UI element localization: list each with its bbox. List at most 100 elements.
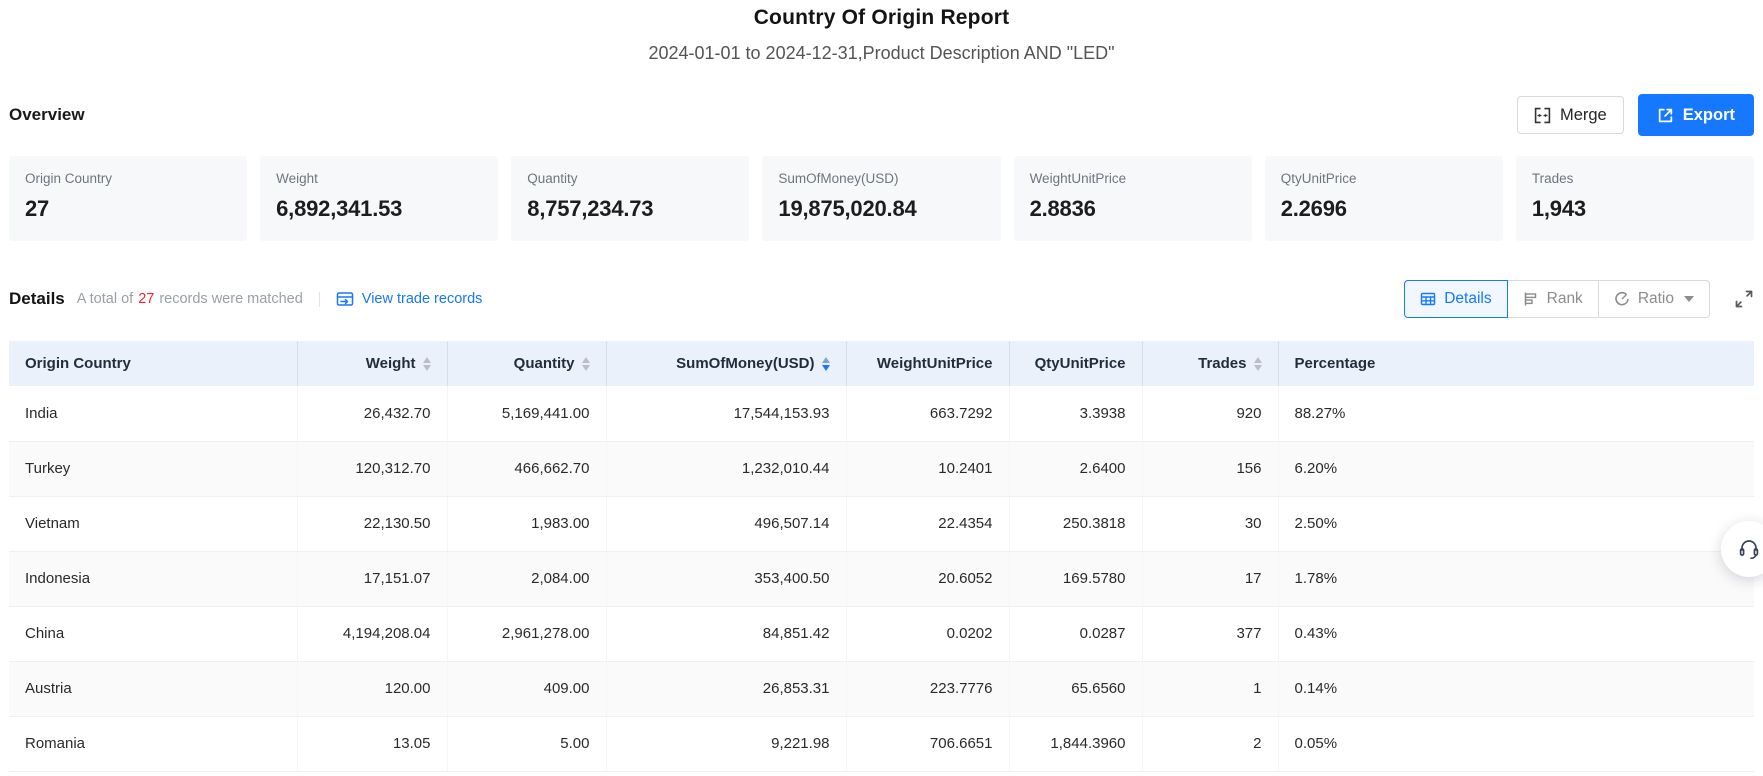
column-header-label: Weight (365, 355, 416, 372)
stat-card: Weight 6,892,341.53 (260, 156, 499, 241)
cell-quantity: 2,961,278.00 (447, 606, 607, 662)
column-header-trades[interactable]: Trades (1142, 341, 1279, 386)
cell-qtyunitprice: 0.0287 (1009, 606, 1143, 662)
cell-origin-country: Romania (9, 716, 298, 772)
column-header-label: SumOfMoney(USD) (676, 355, 815, 372)
cell-sumofmoney-usd: 9,221.98 (606, 716, 847, 772)
report-filter-subtitle: 2024-01-01 to 2024-12-31,Product Descrip… (648, 43, 1115, 63)
cell-quantity: 2,084.00 (447, 551, 607, 607)
page-title: Country Of Origin Report (753, 6, 1010, 29)
cell-weight: 120.00 (297, 661, 448, 717)
column-header-label: Origin Country (25, 355, 131, 372)
details-toolbar-right: Details Rank (1404, 280, 1754, 318)
table-row-indonesia: Indonesia 17,151.07 2,084.00 353,400.50 20.6… (9, 551, 1754, 607)
table-row-india: India 26,432.70 5,169,441.00 17,544,153.93 6… (9, 386, 1754, 442)
cell-origin-country: India (9, 386, 298, 442)
cell-weightunitprice: 0.0202 (846, 606, 1010, 662)
sort-carets-icon (821, 356, 830, 371)
table-grid-icon (1420, 291, 1436, 307)
stat-card-value: 2.2696 (1280, 196, 1347, 221)
cell-weight: 120,312.70 (297, 441, 448, 497)
overview-actions: Merge Export (1516, 94, 1754, 136)
cell-weight: 22,130.50 (297, 496, 448, 552)
tab-ratio-label: Ratio (1637, 290, 1674, 307)
sort-carets-icon (422, 356, 431, 371)
table-row-austria: Austria 120.00 409.00 26,853.31 223.7776 65.6… (9, 661, 1754, 717)
cell-percentage: 88.27% (1278, 386, 1754, 442)
export-button[interactable]: Export (1637, 94, 1754, 136)
cell-sumofmoney-usd: 17,544,153.93 (606, 386, 847, 442)
details-toolbar: Details A total of 27 records were matched… (9, 280, 1754, 318)
column-header-label: QtyUnitPrice (1034, 355, 1126, 372)
stat-card-label: WeightUnitPrice (1029, 171, 1127, 186)
cell-trades: 377 (1142, 606, 1279, 662)
stat-card: Quantity 8,757,234.73 (511, 156, 750, 241)
details-section-label: Details (9, 289, 65, 308)
column-header-weightunitprice: WeightUnitPrice (846, 341, 1010, 386)
cell-trades: 1 (1142, 661, 1279, 717)
table-row-vietnam: Vietnam 22,130.50 1,983.00 496,507.14 22.435… (9, 496, 1754, 552)
sort-carets-icon (581, 356, 590, 371)
divider (318, 291, 320, 307)
chevron-down-icon (1684, 296, 1694, 302)
stat-card-value: 27 (25, 196, 50, 221)
cell-percentage: 0.05% (1278, 716, 1754, 772)
cell-quantity: 466,662.70 (447, 441, 607, 497)
cell-sumofmoney-usd: 26,853.31 (606, 661, 847, 717)
ratio-pie-icon (1614, 291, 1630, 307)
cell-origin-country: Indonesia (9, 551, 298, 607)
cell-percentage: 6.20% (1278, 441, 1754, 497)
records-matched-count: 27 (138, 291, 155, 307)
cell-weightunitprice: 223.7776 (846, 661, 1010, 717)
cell-percentage: 1.78% (1278, 551, 1754, 607)
cell-trades: 920 (1142, 386, 1279, 442)
cell-quantity: 1,983.00 (447, 496, 607, 552)
cell-sumofmoney-usd: 84,851.42 (606, 606, 847, 662)
cell-sumofmoney-usd: 1,232,010.44 (606, 441, 847, 497)
stat-card: SumOfMoney(USD) 19,875,020.84 (762, 156, 1001, 241)
overview-bar: Overview Merge Export (9, 94, 1754, 136)
trade-records-icon (336, 290, 354, 308)
merge-button-label: Merge (1559, 105, 1607, 124)
overview-stat-cards: Origin Country 27 Weight 6,892,341.53 Quanti… (9, 156, 1754, 241)
column-header-quantity[interactable]: Quantity (447, 341, 607, 386)
column-header-origin-country: Origin Country (9, 341, 298, 386)
details-toolbar-left: Details A total of 27 records were matched… (9, 289, 482, 309)
column-header-sumofmoney-usd[interactable]: SumOfMoney(USD) (606, 341, 847, 386)
column-header-qtyunitprice: QtyUnitPrice (1009, 341, 1143, 386)
export-icon (1657, 107, 1674, 124)
stat-card-label: QtyUnitPrice (1280, 171, 1357, 186)
column-header-label: Quantity (513, 355, 575, 372)
customer-service-button[interactable] (1721, 521, 1763, 577)
cell-sumofmoney-usd: 353,400.50 (606, 551, 847, 607)
fullscreen-button[interactable] (1734, 289, 1754, 309)
tab-rank[interactable]: Rank (1506, 280, 1599, 318)
cell-origin-country: China (9, 606, 298, 662)
cell-trades: 17 (1142, 551, 1279, 607)
cell-trades: 30 (1142, 496, 1279, 552)
cell-trades: 156 (1142, 441, 1279, 497)
cell-percentage: 0.43% (1278, 606, 1754, 662)
cell-weightunitprice: 22.4354 (846, 496, 1010, 552)
view-mode-switcher: Details Rank (1404, 280, 1710, 318)
overview-section-label: Overview (9, 105, 85, 124)
rank-bars-icon (1523, 291, 1539, 307)
table-row-romania: Romania 13.05 5.00 9,221.98 706.6651 1,844.39… (9, 716, 1754, 772)
stat-card: Origin Country 27 (9, 156, 248, 241)
stat-card-label: Trades (1531, 171, 1574, 186)
cell-weight: 17,151.07 (297, 551, 448, 607)
origin-country-table: Origin Country Weight Quantity SumOfMoney(U… (9, 341, 1754, 772)
stat-card: QtyUnitPrice 2.2696 (1264, 156, 1503, 241)
cell-qtyunitprice: 65.6560 (1009, 661, 1143, 717)
merge-button[interactable]: Merge (1516, 96, 1624, 134)
view-trade-records-link[interactable]: View trade records (336, 290, 483, 308)
column-header-weight[interactable]: Weight (297, 341, 448, 386)
tab-ratio[interactable]: Ratio (1597, 280, 1710, 318)
cell-percentage: 2.50% (1278, 496, 1754, 552)
cell-weight: 13.05 (297, 716, 448, 772)
cell-origin-country: Austria (9, 661, 298, 717)
view-trade-records-label: View trade records (361, 291, 483, 307)
table-header-row: Origin Country Weight Quantity SumOfMoney(U… (9, 341, 1754, 386)
cell-weightunitprice: 10.2401 (846, 441, 1010, 497)
tab-details[interactable]: Details (1404, 280, 1508, 318)
